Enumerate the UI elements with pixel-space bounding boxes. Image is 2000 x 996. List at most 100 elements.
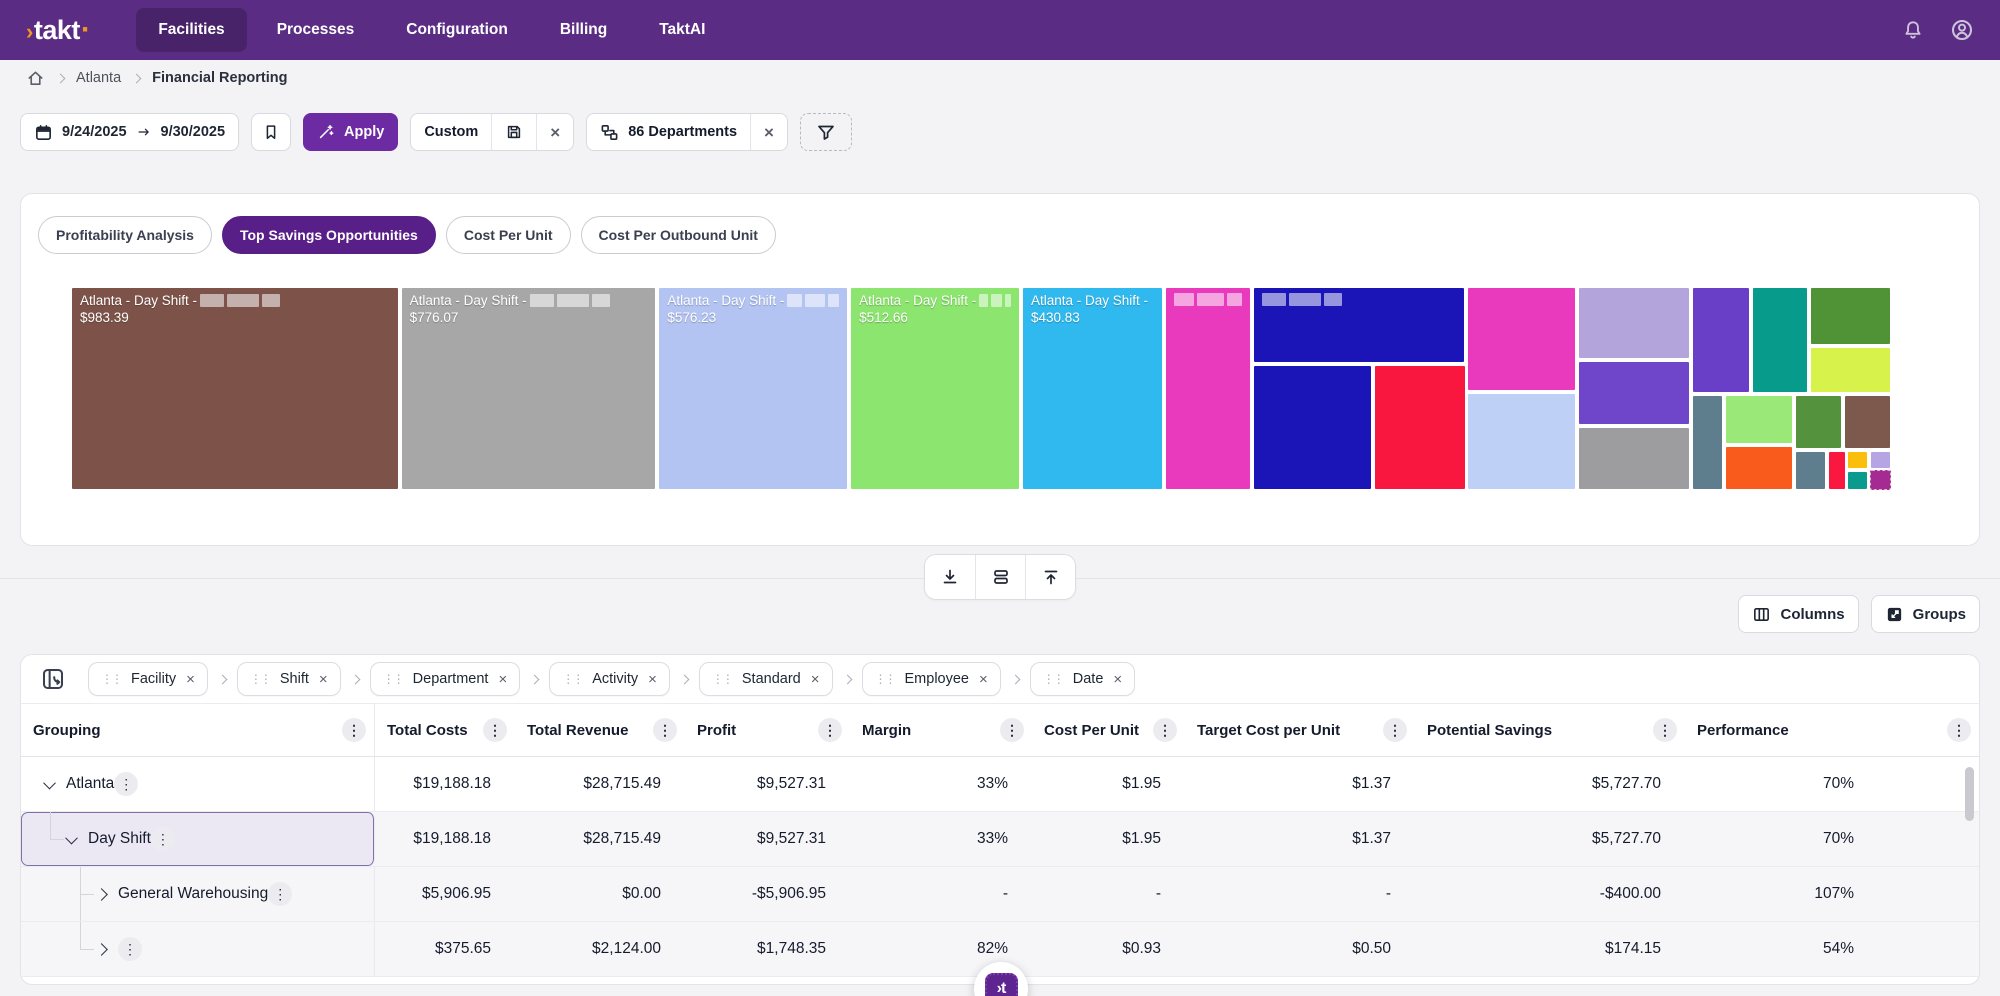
row-menu-button[interactable]: ⋮ <box>114 772 139 796</box>
nav-item-billing[interactable]: Billing <box>559 21 608 38</box>
column-menu-button[interactable]: ⋮ <box>1153 718 1177 742</box>
chip-close-icon[interactable]: × <box>498 670 508 688</box>
column-menu-button[interactable]: ⋮ <box>483 718 507 742</box>
tab-top-savings-opportunities[interactable]: Top Savings Opportunities <box>221 216 436 254</box>
grouping-chip-date[interactable]: ⋮⋮ Date × <box>1029 662 1136 696</box>
drag-handle-icon[interactable]: ⋮⋮ <box>101 672 123 686</box>
chip-close-icon[interactable]: × <box>186 670 195 688</box>
treemap-cell[interactable] <box>1252 287 1466 363</box>
treemap-cell[interactable] <box>1810 287 1891 346</box>
column-header-profit[interactable]: Profit ⋮ <box>685 704 850 756</box>
treemap-cell[interactable]: Atlanta - Day Shift - $983.39 <box>71 287 399 490</box>
chip-close-icon[interactable]: × <box>318 670 328 688</box>
treemap-cell[interactable] <box>1752 287 1808 393</box>
column-header-performance[interactable]: Performance ⋮ <box>1685 704 1979 756</box>
pivot-toggle-button[interactable] <box>41 667 65 691</box>
column-header-total-revenue[interactable]: Total Revenue ⋮ <box>515 704 685 756</box>
nav-item-taktai[interactable]: TaktAI <box>659 21 706 38</box>
treemap-cell[interactable] <box>1810 347 1891 394</box>
grouping-chip-employee[interactable]: ⋮⋮ Employee × <box>861 662 1001 696</box>
drag-handle-icon[interactable]: ⋮⋮ <box>382 672 405 686</box>
add-filter-button[interactable] <box>799 113 852 151</box>
row-expander-chevron[interactable] <box>43 776 56 789</box>
treemap-cell[interactable] <box>1844 394 1891 449</box>
chip-close-icon[interactable]: × <box>979 670 988 688</box>
column-header-total-costs[interactable]: Total Costs ⋮ <box>375 704 515 756</box>
row-menu-button[interactable]: ⋮ <box>150 827 175 851</box>
grouping-chip-shift[interactable]: ⋮⋮ Shift × <box>236 662 341 696</box>
row-menu-button[interactable]: ⋮ <box>118 937 142 961</box>
save-view-button[interactable] <box>491 114 536 150</box>
home-icon[interactable] <box>26 69 45 88</box>
column-menu-button[interactable]: ⋮ <box>1000 718 1024 742</box>
table-row[interactable]: Day Shift ⋮ $19,188.18 $28,715.49 $9,527.31 3… <box>21 812 1979 867</box>
nav-item-processes[interactable]: Processes <box>276 21 355 38</box>
takt-logo[interactable]: › takt · <box>26 13 91 46</box>
chip-close-icon[interactable]: × <box>1113 670 1123 688</box>
treemap-cell[interactable] <box>1725 394 1794 444</box>
column-menu-button[interactable]: ⋮ <box>653 718 677 742</box>
treemap-cell[interactable] <box>1795 451 1827 490</box>
date-range-button[interactable]: 9/24/2025 9/30/2025 <box>20 113 240 151</box>
treemap-cell[interactable]: Atlanta - Day Shift - $512.66 <box>850 287 1020 490</box>
grouping-chip-department[interactable]: ⋮⋮ Department × <box>369 662 521 696</box>
treemap-cell[interactable] <box>1467 287 1577 391</box>
grouping-chip-activity[interactable]: ⋮⋮ Activity × <box>549 662 670 696</box>
columns-button[interactable]: Columns <box>1738 595 1859 633</box>
column-menu-button[interactable]: ⋮ <box>1383 718 1407 742</box>
apply-button[interactable]: Apply <box>303 113 399 151</box>
download-button[interactable] <box>925 555 975 599</box>
treemap-cell[interactable] <box>1846 471 1868 490</box>
column-menu-button[interactable]: ⋮ <box>342 718 366 742</box>
row-expander-chevron[interactable] <box>95 887 108 901</box>
drag-handle-icon[interactable]: ⋮⋮ <box>874 672 897 686</box>
row-menu-button[interactable]: ⋮ <box>268 882 293 906</box>
treemap-cell[interactable] <box>1725 445 1794 490</box>
treemap-cell[interactable] <box>1846 451 1868 470</box>
treemap-cell[interactable]: Atlanta - Day Shift - $430.83 <box>1021 287 1163 490</box>
drag-handle-icon[interactable]: ⋮⋮ <box>711 672 734 686</box>
bookmark-button[interactable] <box>251 113 292 151</box>
nav-item-facilities[interactable]: Facilities <box>136 8 247 52</box>
treemap-cell[interactable] <box>1467 392 1577 490</box>
groups-button[interactable]: Groups <box>1870 595 1980 633</box>
treemap-cell[interactable] <box>1578 361 1691 426</box>
collapse-all-button[interactable] <box>1025 555 1075 599</box>
treemap-cell[interactable] <box>1578 287 1691 360</box>
chip-close-icon[interactable]: × <box>648 670 657 688</box>
column-header-grouping[interactable]: Grouping ⋮ <box>21 704 375 756</box>
column-menu-button[interactable]: ⋮ <box>1653 718 1677 742</box>
column-header-cost-per-unit[interactable]: Cost Per Unit ⋮ <box>1032 704 1185 756</box>
table-row[interactable]: General Warehousing ⋮ $5,906.95 $0.00 -$5,90… <box>21 867 1979 922</box>
treemap-cell[interactable] <box>1692 394 1724 490</box>
tab-profitability-analysis[interactable]: Profitability Analysis <box>38 216 212 254</box>
departments-chip[interactable]: 86 Departments <box>587 114 750 150</box>
treemap-cell[interactable] <box>1828 451 1847 490</box>
treemap-cell[interactable]: Atlanta - Day Shift - $576.23 <box>658 287 849 490</box>
treemap-cell[interactable] <box>1373 364 1467 490</box>
tab-cost-per-outbound-unit[interactable]: Cost Per Outbound Unit <box>580 216 776 254</box>
row-density-button[interactable] <box>975 555 1025 599</box>
treemap-cell[interactable] <box>1869 470 1891 490</box>
table-row[interactable]: Atlanta ⋮ $19,188.18 $28,715.49 $9,527.31 33%… <box>21 757 1979 812</box>
drag-handle-icon[interactable]: ⋮⋮ <box>1042 672 1065 686</box>
user-account-icon[interactable] <box>1950 18 1974 42</box>
column-header-margin[interactable]: Margin ⋮ <box>850 704 1032 756</box>
treemap-cell[interactable]: Atlanta - Day Shift - $776.07 <box>400 287 657 490</box>
vertical-scrollbar-thumb[interactable] <box>1965 767 1974 821</box>
clear-departments-button[interactable]: × <box>750 114 787 150</box>
nav-item-configuration[interactable]: Configuration <box>406 21 508 38</box>
chip-close-icon[interactable]: × <box>810 670 820 688</box>
column-menu-button[interactable]: ⋮ <box>818 718 842 742</box>
grouping-chip-facility[interactable]: ⋮⋮ Facility × <box>88 662 208 696</box>
tab-cost-per-unit[interactable]: Cost Per Unit <box>445 216 571 254</box>
clear-view-button[interactable]: × <box>536 114 573 150</box>
breadcrumb-item-atlanta[interactable]: Atlanta <box>76 70 122 86</box>
column-menu-button[interactable]: ⋮ <box>1947 718 1971 742</box>
treemap-cell[interactable] <box>1692 287 1751 393</box>
drag-handle-icon[interactable]: ⋮⋮ <box>249 672 272 686</box>
row-expander-chevron[interactable] <box>95 942 108 956</box>
treemap-cell[interactable] <box>1252 364 1372 490</box>
treemap-cell[interactable] <box>1795 394 1843 449</box>
column-header-target-cost-per-unit[interactable]: Target Cost per Unit ⋮ <box>1185 704 1415 756</box>
